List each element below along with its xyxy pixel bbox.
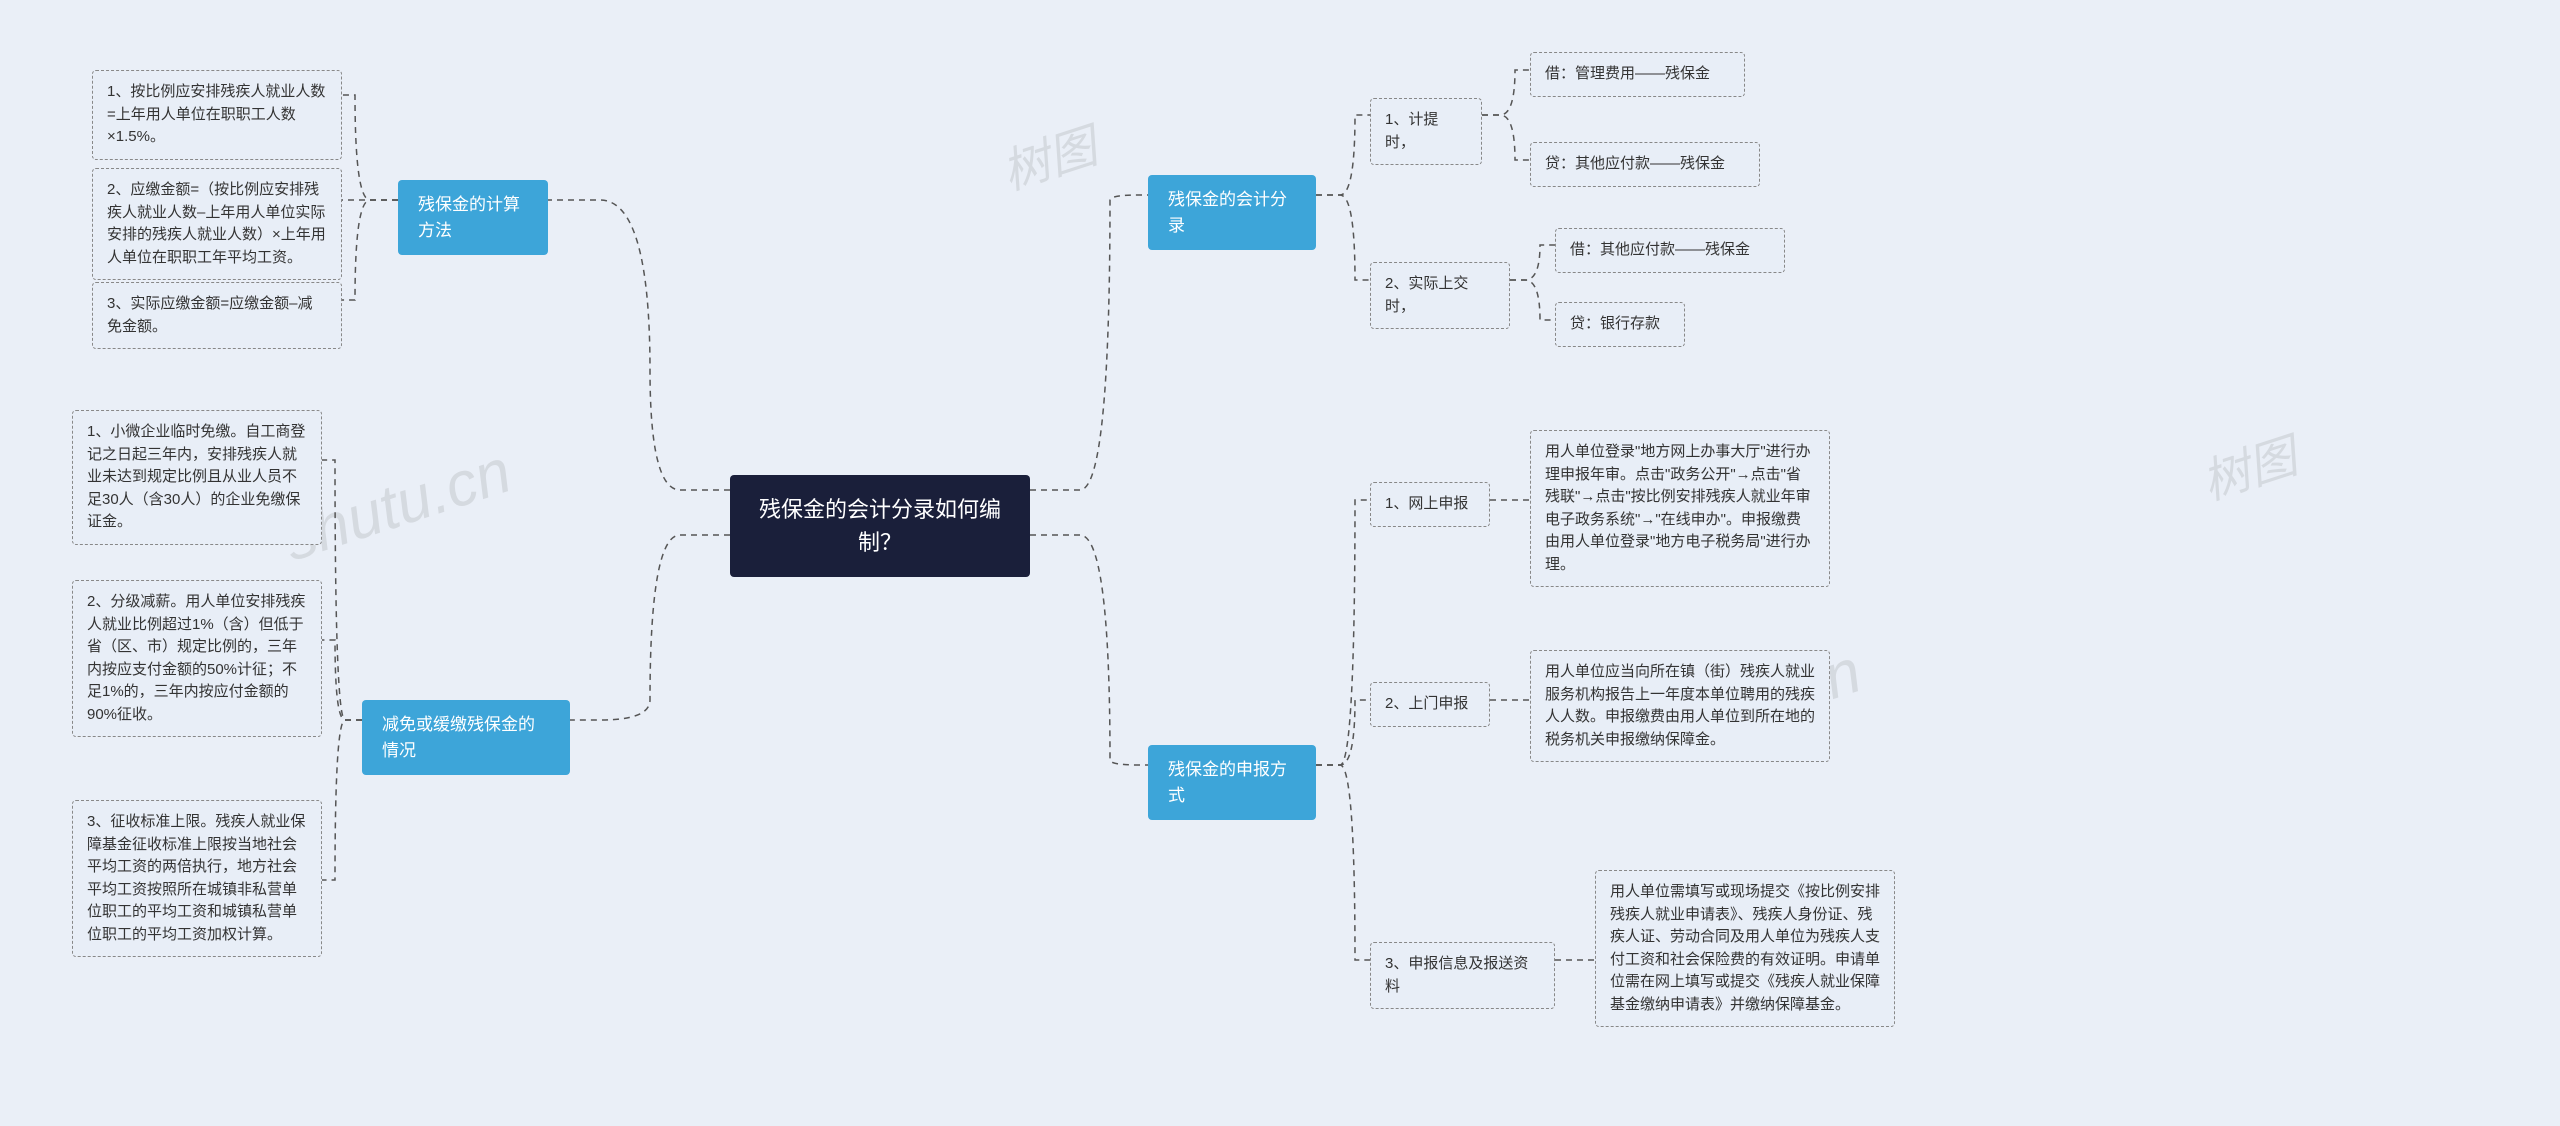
secondary-node: 2、上门申报 xyxy=(1370,682,1490,727)
leaf-node: 用人单位登录"地方网上办事大厅"进行办理申报年审。点击"政务公开"→点击"省残联… xyxy=(1530,430,1830,587)
connectors-svg xyxy=(0,0,2560,1126)
leaf-node: 1、小微企业临时免缴。自工商登记之日起三年内，安排残疾人就业未达到规定比例且从业… xyxy=(72,410,322,545)
leaf-node: 借：管理费用——残保金 xyxy=(1530,52,1745,97)
primary-node-calc: 残保金的计算方法 xyxy=(398,180,548,255)
center-label: 残保金的会计分录如何编制？ xyxy=(758,493,1002,559)
primary-node-entries: 残保金的会计分录 xyxy=(1148,175,1316,250)
secondary-node: 1、网上申报 xyxy=(1370,482,1490,527)
secondary-node: 2、实际上交时， xyxy=(1370,262,1510,329)
primary-label: 残保金的申报方式 xyxy=(1168,757,1296,808)
center-node: 残保金的会计分录如何编制？ xyxy=(730,475,1030,577)
leaf-node: 贷：其他应付款——残保金 xyxy=(1530,142,1760,187)
primary-label: 残保金的计算方法 xyxy=(418,192,528,243)
watermark-cn: 树图 xyxy=(992,107,1105,203)
primary-label: 减免或缓缴残保金的情况 xyxy=(382,712,550,763)
watermark-cn: 树图 xyxy=(2192,417,2305,513)
leaf-node: 借：其他应付款——残保金 xyxy=(1555,228,1785,273)
leaf-node: 贷：银行存款 xyxy=(1555,302,1685,347)
secondary-node: 1、计提时， xyxy=(1370,98,1482,165)
leaf-node: 1、按比例应安排残疾人就业人数=上年用人单位在职职工人数×1.5%。 xyxy=(92,70,342,160)
leaf-node: 2、分级减薪。用人单位安排残疾人就业比例超过1%（含）但低于省（区、市）规定比例… xyxy=(72,580,322,737)
leaf-node: 3、实际应缴金额=应缴金额–减免金额。 xyxy=(92,282,342,349)
primary-label: 残保金的会计分录 xyxy=(1168,187,1296,238)
secondary-node: 3、申报信息及报送资料 xyxy=(1370,942,1555,1009)
leaf-node: 2、应缴金额=（按比例应安排残疾人就业人数–上年用人单位实际安排的残疾人就业人数… xyxy=(92,168,342,280)
leaf-node: 用人单位应当向所在镇（街）残疾人就业服务机构报告上一年度本单位聘用的残疾人人数。… xyxy=(1530,650,1830,762)
leaf-node: 用人单位需填写或现场提交《按比例安排残疾人就业申请表》、残疾人身份证、残疾人证、… xyxy=(1595,870,1895,1027)
primary-node-declare: 残保金的申报方式 xyxy=(1148,745,1316,820)
primary-node-exempt: 减免或缓缴残保金的情况 xyxy=(362,700,570,775)
leaf-node: 3、征收标准上限。残疾人就业保障基金征收标准上限按当地社会平均工资的两倍执行，地… xyxy=(72,800,322,957)
